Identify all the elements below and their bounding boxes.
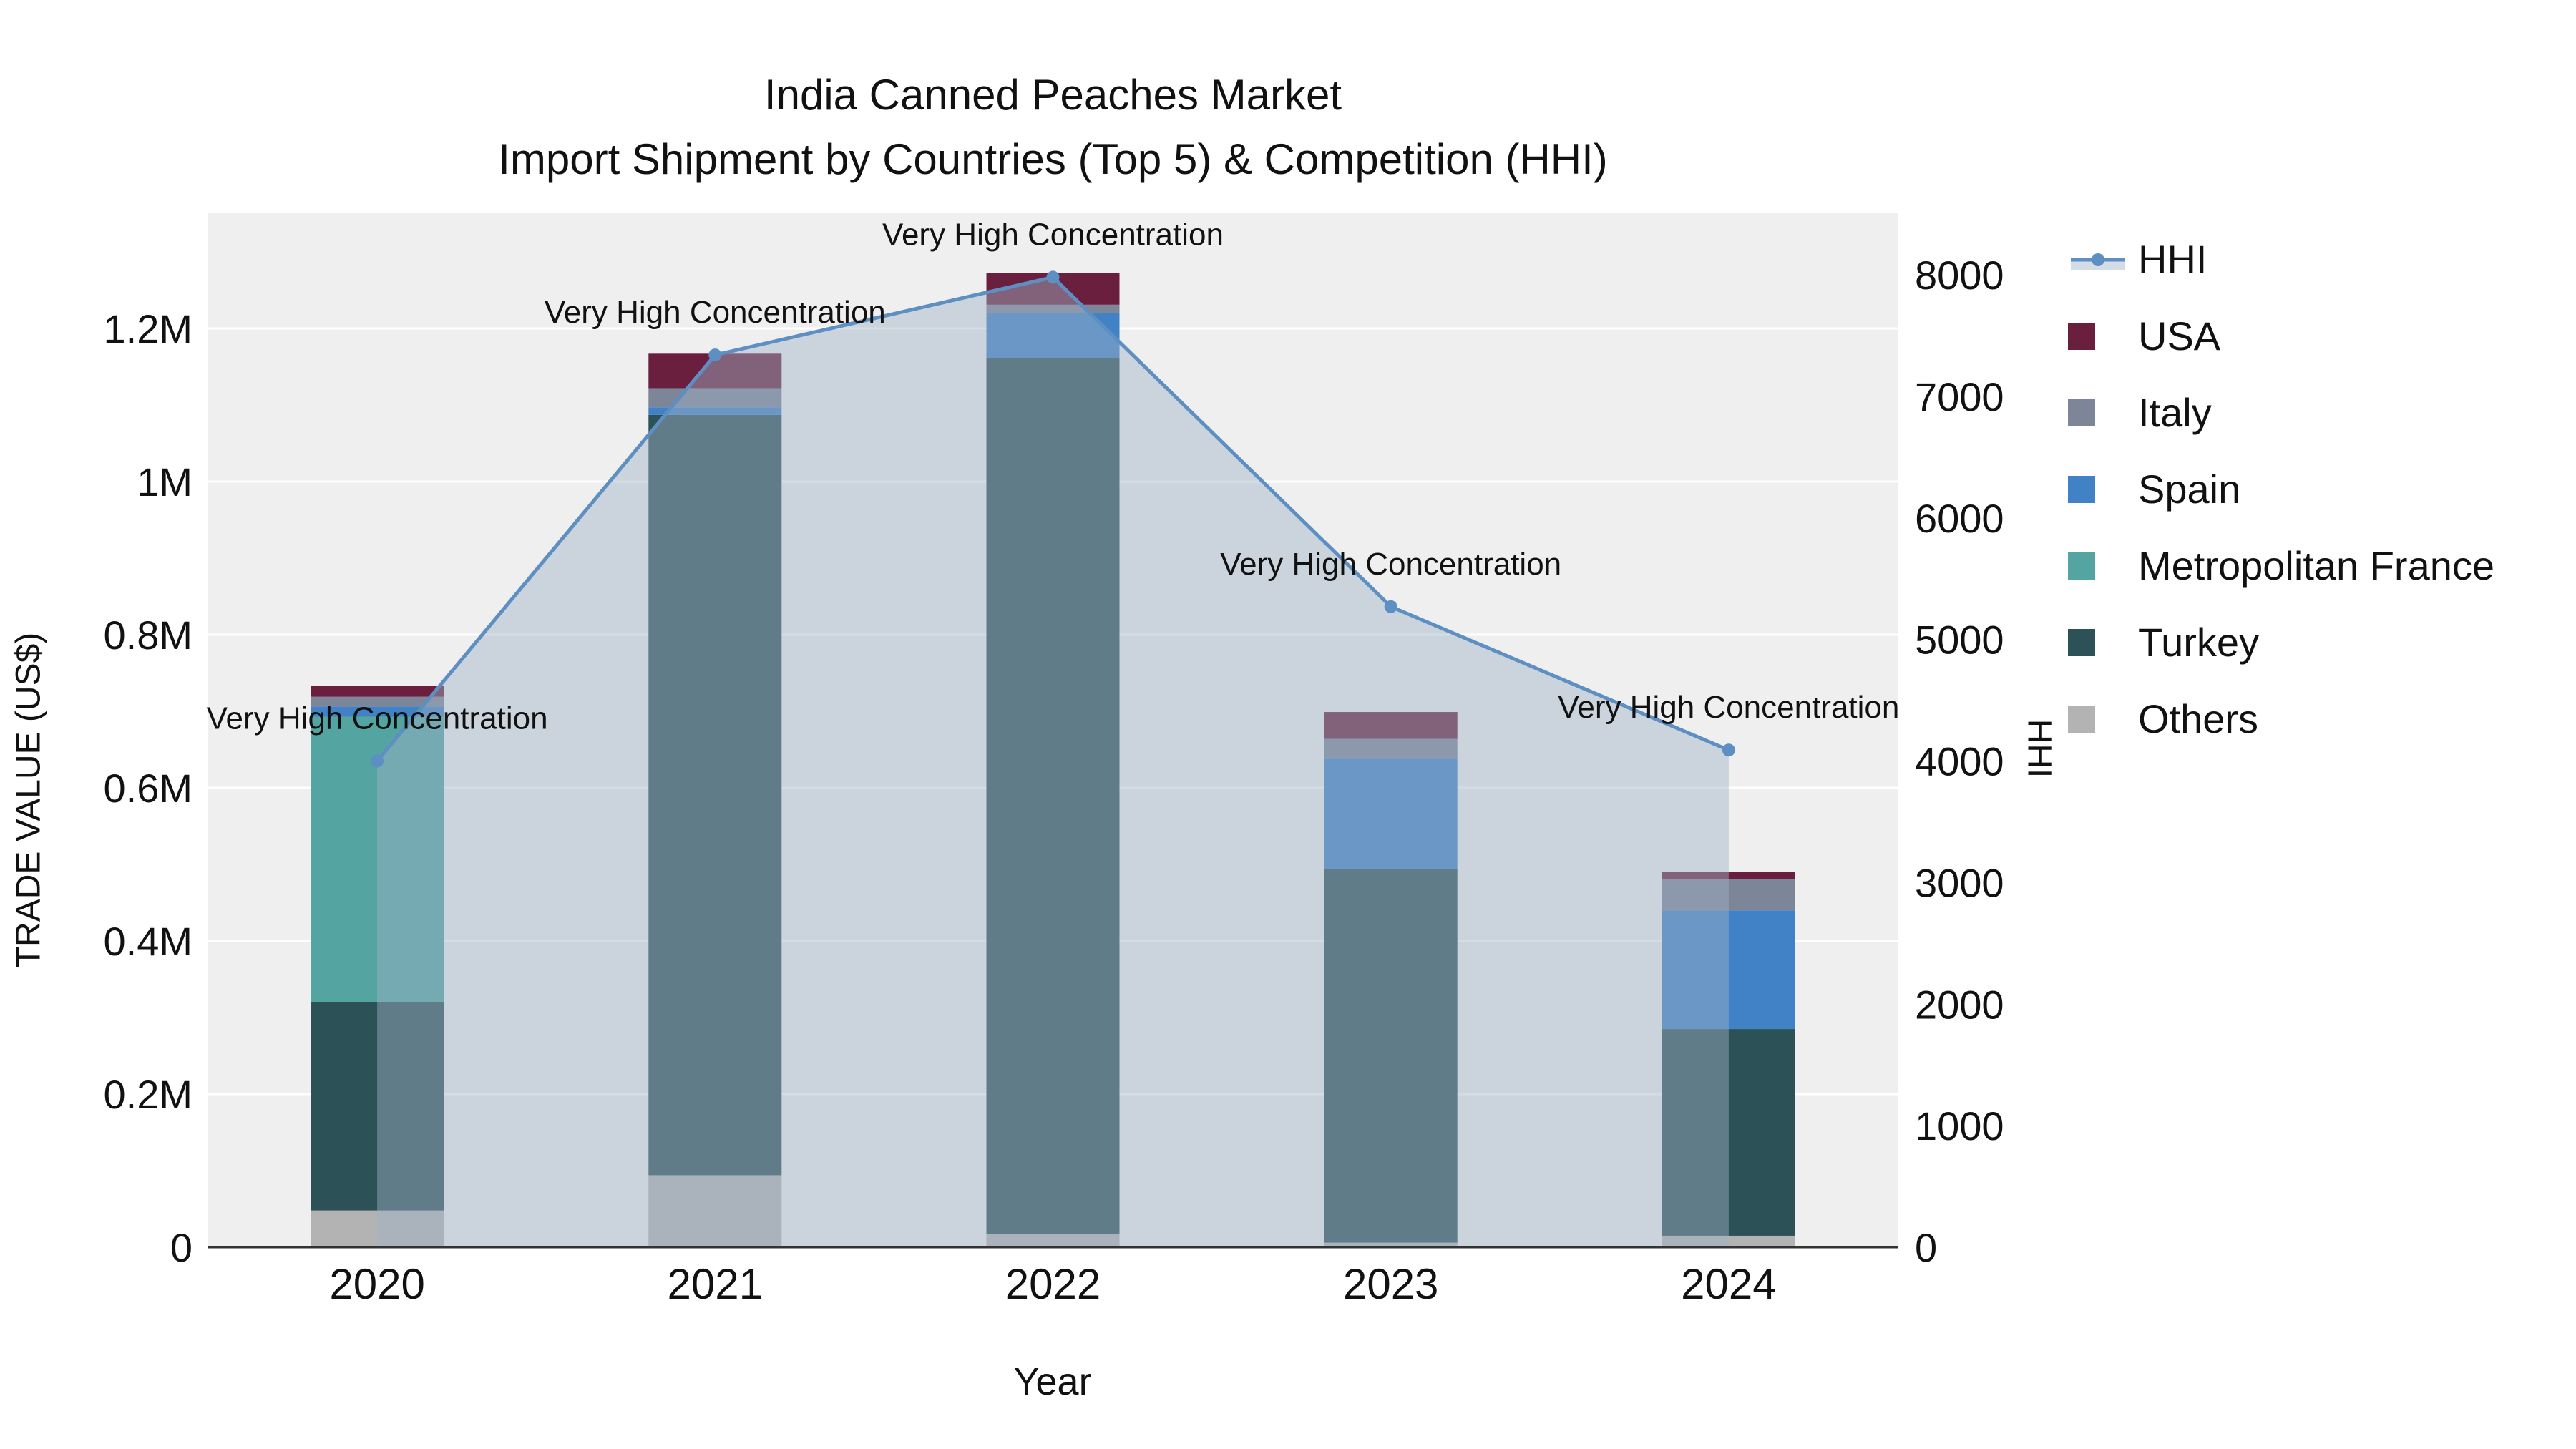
bar-segment-spain [648,407,782,415]
legend-item-turkey[interactable]: Turkey [2068,619,2494,665]
y-left-axis-title: TRADE VALUE (US$) [9,632,48,968]
y-right-tick-label: 8000 [1915,253,2004,298]
legend-item-spain[interactable]: Spain [2068,466,2494,512]
color-swatch-icon [2068,705,2132,733]
bar-segment-turkey [311,1002,444,1211]
legend-label: Turkey [2138,620,2260,665]
bar-segment-usa [311,686,444,697]
y-right-tick-label: 1000 [1915,1103,2004,1148]
y-left-tick-label: 0 [170,1225,192,1270]
annotation-label: Very High Concentration [1558,690,1899,725]
y-right-tick-label: 3000 [1915,860,2004,905]
legend-label: USA [2138,313,2221,358]
y-right-tick-label: 4000 [1915,739,2004,784]
bar-segment-usa [1324,712,1458,739]
bar-segment-others [311,1210,444,1247]
y-left-tick-label: 0.4M [104,919,193,964]
bar-segment-others [648,1175,782,1247]
legend-label: Others [2138,696,2259,741]
y-left-tick-label: 1.2M [104,306,193,351]
y-right-tick-label: 2000 [1915,982,2004,1027]
y-left-tick-label: 0.2M [104,1072,193,1117]
bar-segment-italy [311,696,444,707]
legend-label: Italy [2138,390,2212,435]
hhi-marker [371,754,384,768]
hhi-marker [1046,270,1060,284]
annotation-label: Very High Concentration [882,217,1224,252]
bar-segment-italy [648,388,782,408]
x-axis-title: Year [1013,1360,1092,1403]
color-swatch-icon [2068,628,2132,656]
y-right-tick-label: 6000 [1915,496,2004,541]
x-tick-label: 2022 [1005,1260,1101,1308]
bar-segment-others [1324,1242,1458,1247]
legend-item-usa[interactable]: USA [2068,313,2494,359]
x-tick-label: 2021 [668,1260,763,1308]
color-swatch-icon [2068,475,2132,503]
x-tick-label: 2024 [1681,1260,1776,1308]
legend-item-others[interactable]: Others [2068,696,2494,742]
bar-segment-italy [986,304,1120,313]
annotation-label: Very High Concentration [1220,547,1561,582]
y-left-tick-label: 1M [137,459,192,504]
bar-segment-spain [1324,758,1458,869]
chart-title-line1: India Canned Peaches Market [763,71,1342,119]
bar-segment-turkey [1324,869,1458,1243]
chart-title: India Canned Peaches Market Import Shipm… [208,63,1898,192]
y-right-tick-label: 0 [1915,1225,1937,1270]
legend-item-italy[interactable]: Italy [2068,389,2494,436]
bar-segment-usa [1662,872,1795,879]
legend: HHI USA Italy Spain Metropolitan France Turke… [2068,236,2494,772]
bar-segment-spain [1662,910,1795,1030]
x-tick-label: 2023 [1343,1260,1438,1308]
annotation-label: Very High Concentration [545,295,886,330]
bar-segment-turkey [1662,1029,1795,1236]
color-swatch-icon [2068,322,2132,350]
legend-label: HHI [2138,237,2207,282]
y-right-axis-title: HHI [2020,718,2059,779]
hhi-marker [1384,600,1397,613]
chart-title-line2: Import Shipment by Countries (Top 5) & C… [498,135,1608,183]
bar-segment-others [986,1234,1120,1247]
legend-label: Spain [2138,467,2241,512]
hhi-marker [1722,743,1735,757]
hhi-area-fill [377,277,1729,1248]
bar-segment-turkey [648,414,782,1176]
bar-segment-turkey [986,358,1120,1234]
bar-segment-spain [311,706,444,717]
bar-segment-italy [1324,738,1458,759]
legend-label: Metropolitan France [2138,543,2495,588]
y-left-tick-label: 0.8M [104,613,193,658]
legend-item-metropolitan-france[interactable]: Metropolitan France [2068,542,2494,589]
x-tick-label: 2020 [329,1260,424,1308]
hhi-marker [708,348,722,362]
bar-segment-others [1662,1235,1795,1247]
legend-item-hhi[interactable]: HHI [2068,236,2494,283]
annotation-label: Very High Concentration [207,701,548,736]
y-right-tick-label: 7000 [1915,374,2004,419]
color-swatch-icon [2068,552,2132,580]
y-right-tick-label: 5000 [1915,618,2004,663]
hhi-line-icon [2068,247,2132,273]
bar-segment-italy [1662,879,1795,911]
color-swatch-icon [2068,399,2132,426]
y-left-tick-label: 0.6M [104,766,193,811]
